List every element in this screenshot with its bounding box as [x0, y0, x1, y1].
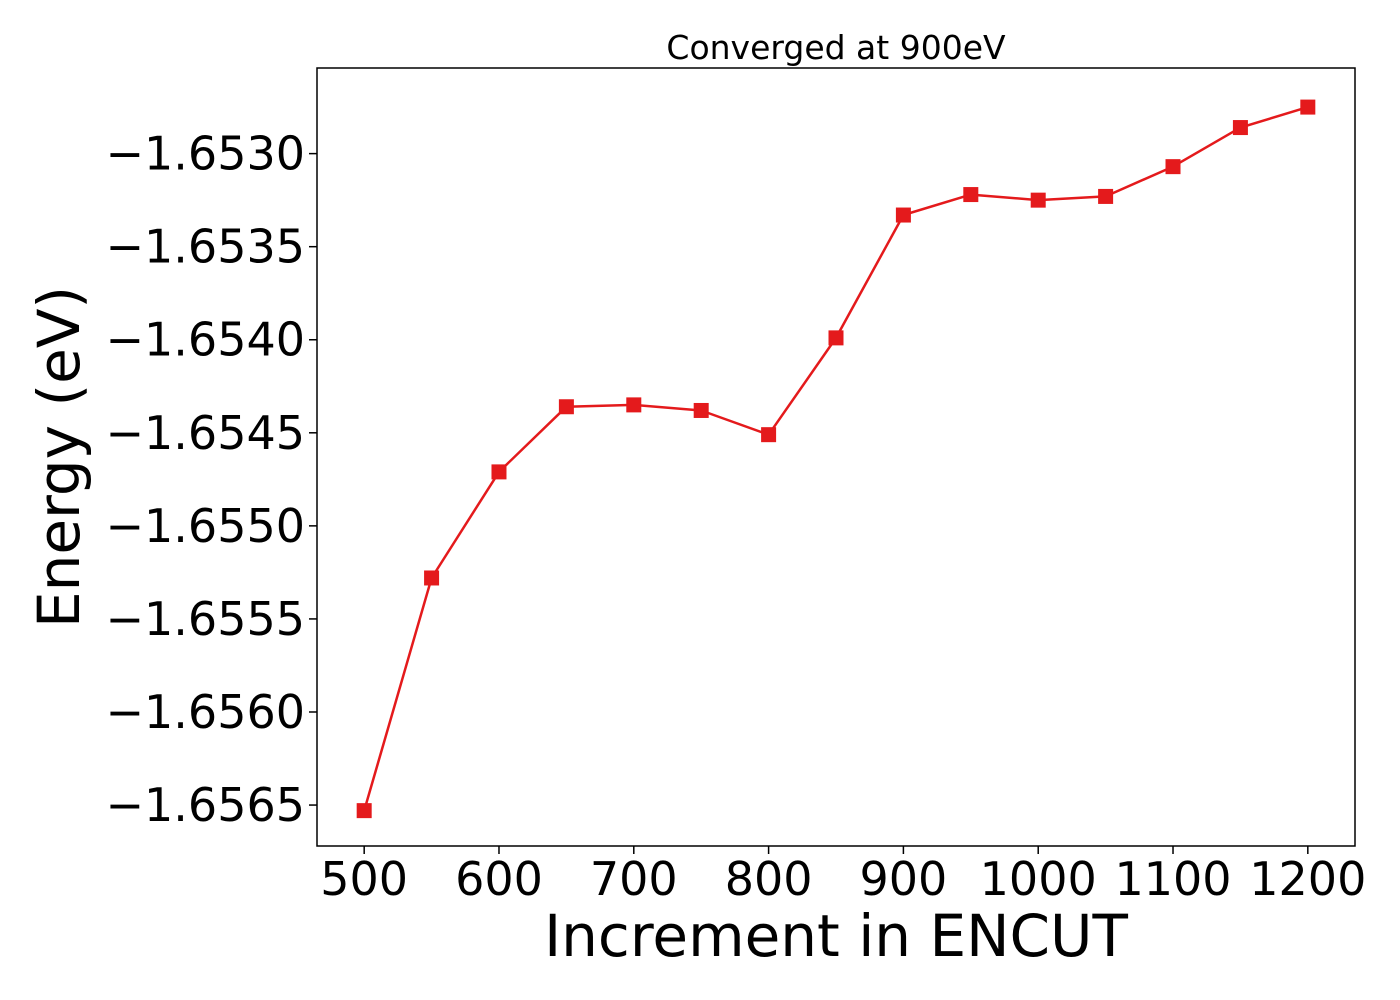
y-tick-label: −1.6555: [106, 592, 306, 646]
plot-frame: [316, 67, 1356, 847]
data-point: [828, 330, 844, 346]
data-point: [558, 399, 574, 415]
x-axis-label: Increment in ENCUT: [544, 902, 1128, 970]
data-point: [895, 207, 911, 223]
y-tick-label: −1.6550: [106, 499, 306, 553]
x-tick-label: 800: [725, 852, 813, 906]
data-point: [626, 397, 642, 413]
y-tick-label: −1.6545: [106, 406, 306, 460]
series-layer: [356, 99, 1316, 819]
x-axis: 500 600 700 800 900 1000 1100 1200: [320, 846, 1366, 906]
x-tick-label: 500: [320, 852, 408, 906]
data-point: [1098, 188, 1114, 204]
x-tick-label: 700: [590, 852, 678, 906]
data-point: [1300, 99, 1316, 115]
y-axis: −1.6565 −1.6560 −1.6555 −1.6550 −1.6545 −1.65…: [106, 127, 317, 832]
x-tick-label: 1100: [1114, 852, 1231, 906]
y-tick-label: −1.6560: [106, 685, 306, 739]
data-point: [424, 570, 440, 586]
plot-area: [317, 68, 1355, 846]
y-tick-label: −1.6530: [106, 127, 306, 181]
x-tick-label: 600: [455, 852, 543, 906]
data-point: [761, 427, 777, 443]
data-point: [963, 187, 979, 203]
y-tick-label: −1.6540: [106, 313, 306, 367]
data-point: [1030, 192, 1046, 208]
x-tick-label: 900: [859, 852, 947, 906]
data-point: [693, 402, 709, 418]
y-axis-label: Energy (eV): [25, 286, 93, 628]
x-tick-label: 1000: [980, 852, 1097, 906]
data-point: [1232, 120, 1248, 136]
data-point: [1165, 159, 1181, 175]
chart-title: Converged at 900eV: [666, 28, 1006, 67]
data-point: [491, 464, 507, 480]
y-tick-label: −1.6535: [106, 220, 306, 274]
data-point: [356, 803, 372, 819]
y-tick-label: −1.6565: [106, 778, 306, 832]
x-tick-label: 1200: [1249, 852, 1366, 906]
